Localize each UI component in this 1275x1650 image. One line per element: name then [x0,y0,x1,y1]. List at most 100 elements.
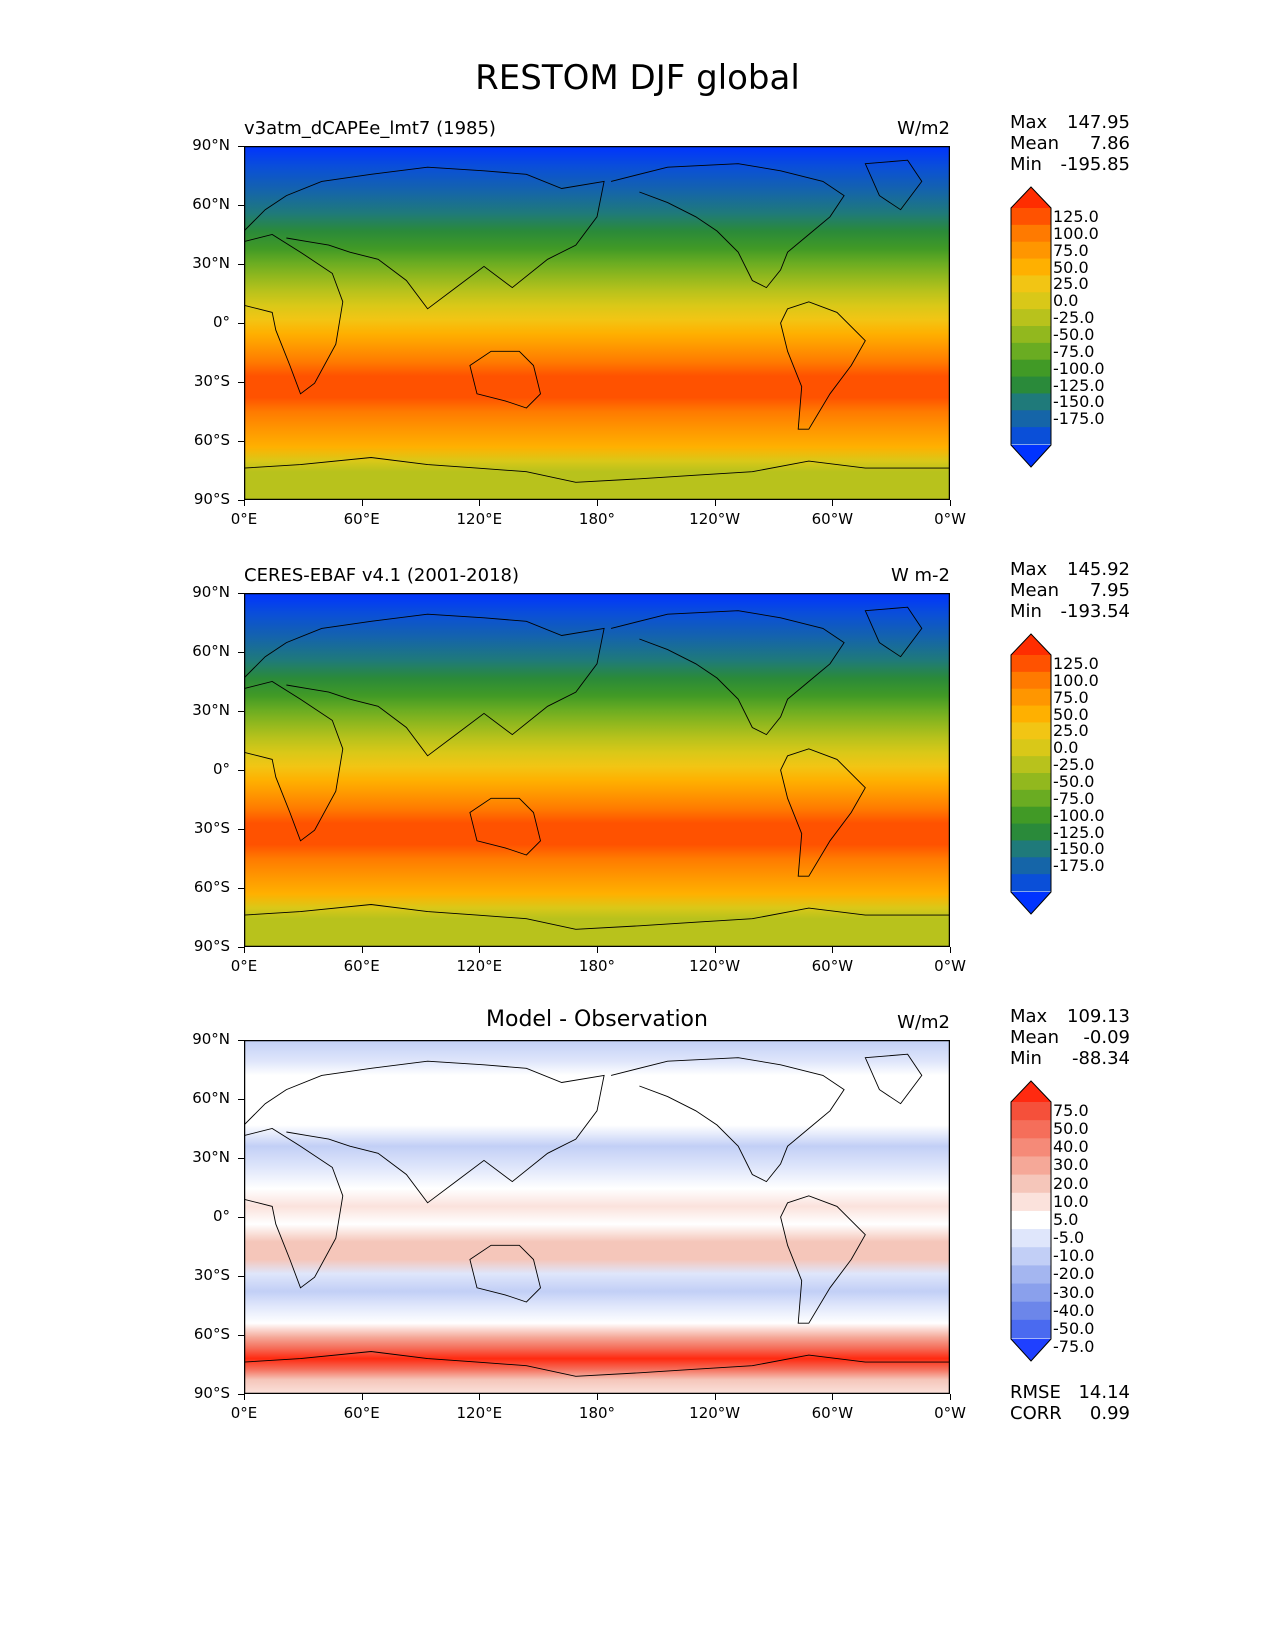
colorbar-segment [1011,1210,1051,1230]
y-tick-mark [238,652,244,653]
y-tick-mark [238,382,244,383]
y-tick-mark [238,500,244,501]
extra-stat-label: CORR [1010,1403,1062,1424]
x-tick-mark [597,500,598,506]
stat-value: 145.92 [1067,559,1130,580]
y-tick-label: 30°N [192,701,230,719]
x-tick-label: 180° [578,957,616,975]
y-tick-label: 30°S [193,819,230,837]
field-shading [244,593,950,947]
y-tick-mark [238,711,244,712]
x-tick-label: 60°W [811,957,854,975]
colorbar-segment [1011,789,1051,808]
colorbar-segment [1011,671,1051,690]
coastline [469,1244,541,1303]
x-tick-mark [479,1394,481,1400]
colorbar-tick-label: -100.0 [1053,805,1105,825]
x-tick-label: 0°W [934,957,966,975]
coastline [244,457,950,483]
colorbar-segment [1011,773,1051,791]
colorbar-segment [1011,410,1051,428]
x-tick-label: 0°E [230,957,258,975]
x-tick-label: 0°E [230,510,258,528]
stat-label: Min [1010,601,1042,622]
colorbar-tick-label: -40.0 [1053,1300,1095,1320]
colorbar-tick-label: 0.0 [1053,738,1079,758]
figure-title: RESTOM DJF global [475,58,800,98]
coastline [244,166,605,310]
coastline [244,613,605,757]
coastline [244,1060,605,1204]
stat-label: Min [1010,1048,1042,1069]
colorbar-tick-label: -20.0 [1053,1264,1095,1284]
colorbar-segment [1011,393,1051,411]
x-tick-label: 120°W [689,510,741,528]
colorbar-segment [1011,292,1051,310]
colorbar-tick-label: -75.0 [1053,341,1095,361]
coastline [244,1351,950,1377]
x-tick-mark [950,1394,951,1400]
colorbar-segment [1011,309,1051,327]
colorbar-segment [1011,705,1051,723]
x-tick-label: 60°E [343,957,380,975]
colorbar-tick-label: 75.0 [1053,240,1089,260]
colorbar-extend-max [1011,187,1051,208]
colorbar-segment [1011,806,1051,825]
colorbar-outline [1010,633,1052,915]
panel-subtitle: CERES-EBAF v4.1 (2001-2018) [244,565,520,586]
colorbar-segment [1011,208,1051,226]
extra-stat-value: 0.99 [1089,1403,1130,1424]
colorbar-segment [1011,823,1051,841]
coastline [469,350,541,409]
x-tick-mark [714,500,716,506]
colorbar-segment [1011,1156,1051,1176]
colorbar-tick-label: -125.0 [1053,375,1105,395]
colorbar [1010,1080,1052,1362]
extra-stat-value: 14.14 [1078,1382,1130,1403]
colorbar-segment [1011,1192,1051,1212]
coastline [610,1057,845,1183]
x-tick-mark [361,1394,363,1400]
map-plot [244,593,950,947]
colorbar-tick-label: -175.0 [1053,409,1105,429]
x-tick-mark [244,947,245,953]
y-tick-mark [238,770,244,771]
colorbar-segment [1011,342,1051,361]
y-tick-label: 60°S [193,1325,230,1343]
colorbar-outline [1010,186,1052,468]
y-tick-mark [238,1394,244,1395]
colorbar-segment [1011,1138,1051,1157]
colorbar-tick-label: -25.0 [1053,755,1095,775]
y-tick-label: 30°S [193,372,230,390]
x-tick-mark [950,947,951,953]
colorbar-tick-label: -25.0 [1053,308,1095,328]
colorbar-segment [1011,224,1051,243]
field-shading [244,146,950,500]
y-tick-mark [238,264,244,265]
y-tick-label: 60°S [193,431,230,449]
x-tick-label: 120°W [689,1404,741,1422]
colorbar-segment [1011,1102,1051,1121]
coastline [780,1195,866,1324]
colorbar-extend-min [1011,445,1051,467]
y-tick-label: 30°N [192,1148,230,1166]
colorbar-tick-label: 20.0 [1053,1173,1089,1193]
colorbar-segment [1011,739,1051,757]
stat-label: Mean [1010,133,1060,154]
y-tick-label: 30°S [193,1266,230,1284]
y-tick-mark [238,1158,244,1159]
x-tick-mark [832,500,834,506]
colorbar-tick-label: 25.0 [1053,274,1089,294]
colorbar-segment [1011,241,1051,260]
y-tick-label: 0° [212,760,230,778]
colorbar-segment [1011,756,1051,774]
colorbar-tick-label: -100.0 [1053,358,1105,378]
y-tick-mark [238,829,244,830]
colorbar-segment [1011,857,1051,875]
x-tick-label: 0°E [230,1404,258,1422]
y-tick-mark [238,205,244,206]
colorbar-segment [1011,1174,1051,1194]
y-tick-mark [238,593,244,594]
colorbar-segment [1011,427,1051,445]
x-tick-mark [244,500,245,506]
